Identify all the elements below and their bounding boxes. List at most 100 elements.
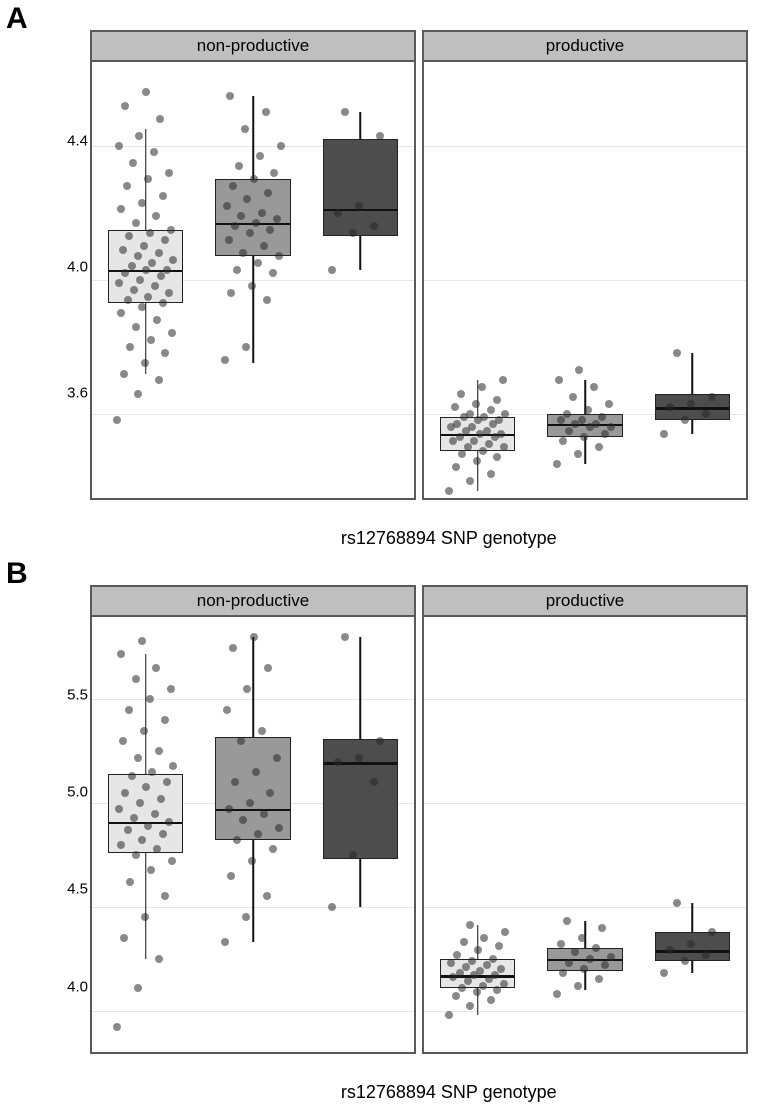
- data-point: [687, 940, 695, 948]
- data-point: [128, 772, 136, 780]
- data-point: [500, 443, 508, 451]
- data-point: [275, 824, 283, 832]
- data-point: [237, 737, 245, 745]
- facet-title: productive: [424, 587, 746, 617]
- data-point: [141, 359, 149, 367]
- data-point: [119, 246, 127, 254]
- data-point: [159, 830, 167, 838]
- data-point: [495, 416, 503, 424]
- data-point: [159, 192, 167, 200]
- data-point: [473, 988, 481, 996]
- data-point: [161, 236, 169, 244]
- data-point: [134, 252, 142, 260]
- data-point: [453, 420, 461, 428]
- data-point: [168, 857, 176, 865]
- data-point: [501, 928, 509, 936]
- whisker: [360, 236, 362, 270]
- data-point: [121, 269, 129, 277]
- data-point: [483, 961, 491, 969]
- data-point: [147, 336, 155, 344]
- data-point: [500, 980, 508, 988]
- data-point: [130, 286, 138, 294]
- plot-area: TTTCCC: [424, 62, 746, 498]
- data-point: [476, 967, 484, 975]
- data-point: [159, 299, 167, 307]
- data-point: [132, 851, 140, 859]
- data-point: [262, 108, 270, 116]
- data-point: [376, 132, 384, 140]
- boxplot-box-CC: [323, 139, 398, 236]
- whisker: [145, 654, 147, 774]
- data-point: [702, 410, 710, 418]
- data-point: [135, 132, 143, 140]
- whisker: [584, 437, 586, 464]
- data-point: [231, 222, 239, 230]
- data-point: [666, 946, 674, 954]
- data-point: [266, 789, 274, 797]
- data-point: [147, 866, 155, 874]
- data-point: [132, 219, 140, 227]
- data-point: [140, 242, 148, 250]
- data-point: [235, 162, 243, 170]
- data-point: [155, 747, 163, 755]
- data-point: [246, 799, 254, 807]
- data-point: [242, 343, 250, 351]
- data-point: [480, 934, 488, 942]
- data-point: [565, 427, 573, 435]
- data-point: [474, 946, 482, 954]
- y-tick: 4.0: [67, 979, 88, 996]
- data-point: [584, 406, 592, 414]
- y-tick: 4.5: [67, 881, 88, 898]
- data-point: [148, 768, 156, 776]
- data-point: [376, 737, 384, 745]
- data-point: [601, 430, 609, 438]
- data-point: [258, 727, 266, 735]
- data-point: [497, 965, 505, 973]
- data-point: [270, 169, 278, 177]
- data-point: [151, 282, 159, 290]
- gridline: [424, 146, 746, 147]
- data-point: [702, 951, 710, 959]
- data-point: [681, 957, 689, 965]
- data-point: [553, 990, 561, 998]
- data-point: [136, 276, 144, 284]
- data-point: [120, 370, 128, 378]
- data-point: [466, 410, 474, 418]
- data-point: [263, 892, 271, 900]
- whisker: [252, 840, 254, 942]
- data-point: [499, 376, 507, 384]
- data-point: [580, 433, 588, 441]
- data-point: [571, 948, 579, 956]
- data-point: [229, 644, 237, 652]
- data-point: [595, 443, 603, 451]
- data-point: [161, 349, 169, 357]
- data-point: [472, 400, 480, 408]
- data-point: [124, 296, 132, 304]
- data-point: [468, 423, 476, 431]
- data-point: [607, 953, 615, 961]
- whisker: [252, 637, 254, 737]
- data-point: [559, 969, 567, 977]
- data-point: [169, 256, 177, 264]
- data-point: [592, 420, 600, 428]
- data-point: [473, 457, 481, 465]
- whisker: [360, 859, 362, 907]
- data-point: [256, 152, 264, 160]
- facet: non-productiveTTTCCC: [90, 30, 416, 500]
- data-point: [269, 269, 277, 277]
- data-point: [462, 963, 470, 971]
- plot-area: TTTCCC: [92, 62, 414, 498]
- data-point: [134, 754, 142, 762]
- data-point: [493, 396, 501, 404]
- data-point: [132, 675, 140, 683]
- data-point: [163, 266, 171, 274]
- data-point: [144, 175, 152, 183]
- data-point: [138, 836, 146, 844]
- facet: productiveTTTCCC: [422, 585, 748, 1055]
- data-point: [243, 685, 251, 693]
- data-point: [466, 921, 474, 929]
- data-point: [115, 805, 123, 813]
- data-point: [557, 416, 565, 424]
- data-point: [341, 633, 349, 641]
- data-point: [223, 202, 231, 210]
